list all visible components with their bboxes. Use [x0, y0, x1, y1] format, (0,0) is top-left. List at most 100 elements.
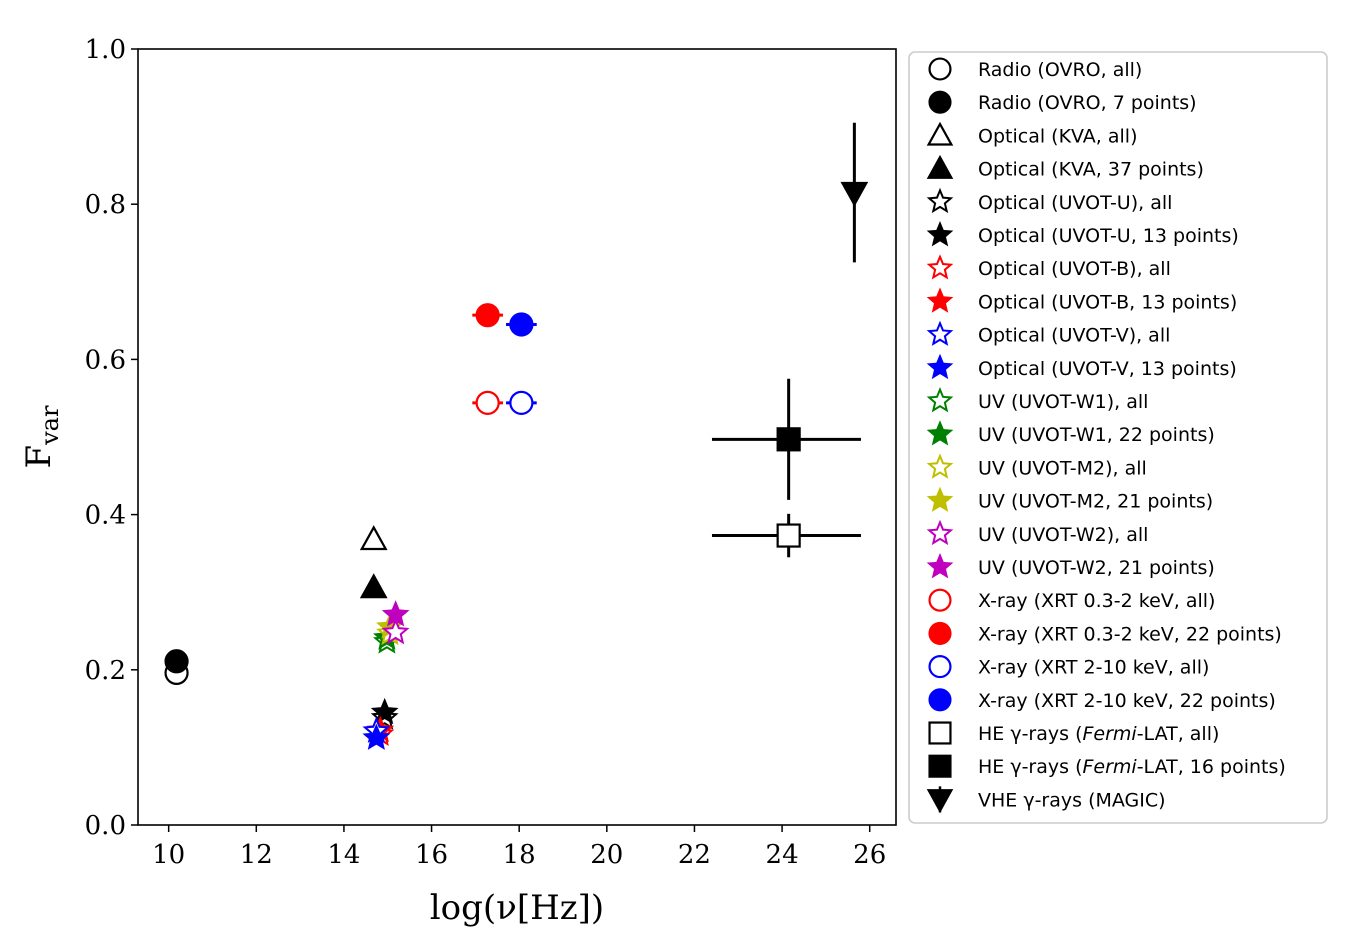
legend-label: Radio (OVRO, all) [978, 59, 1142, 81]
legend-box [908, 51, 1328, 824]
legend-label: Optical (KVA, 37 points) [978, 159, 1204, 181]
legend-label: Optical (KVA, all) [978, 125, 1138, 147]
legend-marker [926, 519, 954, 546]
legend-marker [926, 187, 954, 214]
y-tick-label: 1.0 [85, 35, 126, 65]
legend-entry: VHE γ-rays (MAGIC) [926, 786, 1166, 814]
data-point-19-0 [506, 312, 537, 337]
legend-entry: UV (UVOT-W1), all [926, 386, 1148, 413]
data-point-16-0 [472, 390, 503, 415]
data-marker [362, 723, 391, 750]
x-tick-label: 16 [415, 840, 448, 870]
data-marker [776, 427, 801, 452]
data-marker [509, 312, 534, 337]
legend-label: VHE γ-rays (MAGIC) [978, 789, 1166, 811]
legend-marker [926, 486, 954, 512]
legend-marker [928, 655, 952, 679]
legend-marker [926, 386, 954, 413]
data-point-14-0 [381, 617, 410, 645]
legend-marker [928, 621, 952, 645]
legend-entry: Optical (KVA, 37 points) [926, 154, 1204, 181]
x-tick-label: 14 [327, 840, 360, 870]
legend-marker [928, 754, 952, 778]
legend-marker [926, 154, 954, 179]
x-tick-label: 22 [678, 840, 711, 870]
legend-entry: Optical (UVOT-U), all [926, 187, 1172, 214]
x-tick-label: 26 [853, 840, 886, 870]
legend-marker [926, 453, 954, 479]
legend-label: X-ray (XRT 0.3-2 keV, 22 points) [978, 623, 1282, 645]
legend-entry: Optical (UVOT-V, 13 points) [926, 353, 1237, 380]
data-marker [370, 697, 399, 725]
legend-marker [926, 552, 954, 579]
data-marker [164, 649, 189, 674]
x-tick-label: 24 [766, 840, 799, 870]
legend: Radio (OVRO, all) Radio (OVRO, 7 points) O… [908, 51, 1328, 824]
data-marker [776, 523, 801, 548]
legend-marker [928, 588, 952, 612]
legend-entry: Optical (UVOT-V), all [926, 320, 1170, 347]
y-tick-label: 0.6 [85, 345, 126, 375]
y-tick-label: 0.4 [85, 501, 126, 531]
legend-marker [928, 721, 952, 745]
legend-label: Optical (UVOT-B, 13 points) [978, 291, 1237, 313]
legend-label: UV (UVOT-W2, 21 points) [978, 557, 1215, 579]
y-tick-label: 0.0 [85, 811, 126, 841]
data-point-21-0 [711, 378, 861, 500]
legend-label: UV (UVOT-M2), all [978, 457, 1147, 479]
legend-marker [928, 57, 952, 81]
legend-entry: Optical (UVOT-B), all [926, 254, 1171, 280]
data-point-17-0 [472, 303, 503, 328]
legend-entry: Optical (UVOT-B, 13 points) [926, 287, 1237, 313]
data-point-1-0 [164, 649, 189, 674]
legend-label: Optical (UVOT-B), all [978, 258, 1171, 280]
data-point-3-0 [359, 573, 388, 599]
legend-marker [926, 287, 954, 313]
legend-label: UV (UVOT-M2, 21 points) [978, 491, 1213, 513]
data-point-20-0 [711, 513, 861, 558]
x-tick-label: 18 [503, 840, 536, 870]
legend-label: Radio (OVRO, 7 points) [978, 92, 1197, 114]
legend-label: Optical (UVOT-V, 13 points) [978, 358, 1237, 380]
data-marker [381, 600, 410, 627]
legend-label: HE γ-rays (Fermi-LAT, all) [978, 723, 1219, 745]
legend-label: Optical (UVOT-V), all [978, 325, 1170, 347]
data-marker [840, 181, 869, 207]
legend-label: X-ray (XRT 0.3-2 keV, all) [978, 590, 1215, 612]
axes: 10 12 14 16 18 20 22 24 26 0.0 0.2 0.4 0.6 0.8 1.0 log(… [19, 35, 897, 928]
plot-frame [137, 48, 897, 826]
legend-entry: UV (UVOT-W1, 22 points) [926, 420, 1215, 446]
legend-marker [926, 353, 954, 380]
legend-label: UV (UVOT-W1), all [978, 391, 1148, 413]
data-marker [475, 303, 500, 328]
legend-entry: Optical (UVOT-U, 13 points) [926, 220, 1239, 247]
data-marker [475, 390, 500, 415]
data-point-15-0 [381, 600, 410, 627]
legend-label: HE γ-rays (Fermi-LAT, 16 points) [978, 756, 1286, 778]
x-tick-label: 20 [590, 840, 623, 870]
legend-entry: X-ray (XRT 0.3-2 keV, all) [928, 588, 1215, 612]
legend-entry: HE γ-rays (Fermi-LAT, all) [928, 721, 1219, 745]
data-marker [509, 390, 534, 415]
legend-marker [928, 90, 952, 114]
data-point-18-0 [506, 390, 537, 415]
legend-marker [926, 121, 954, 146]
legend-label: UV (UVOT-W1, 22 points) [978, 424, 1215, 446]
legend-entry: HE γ-rays (Fermi-LAT, 16 points) [928, 754, 1286, 778]
legend-label: UV (UVOT-W2), all [978, 524, 1148, 546]
data-marker [359, 525, 388, 551]
legend-marker [926, 254, 954, 280]
legend-marker [926, 220, 954, 247]
y-tick-label: 0.8 [85, 190, 126, 220]
x-axis-label: log(ν[Hz]) [430, 888, 604, 928]
legend-entry: X-ray (XRT 2-10 keV, 22 points) [928, 688, 1276, 712]
x-tick-label: 10 [152, 840, 185, 870]
legend-label: Optical (UVOT-U, 13 points) [978, 225, 1239, 247]
y-axis-label: Fvar [19, 405, 64, 468]
legend-label: Optical (UVOT-U), all [978, 192, 1172, 214]
legend-entry: UV (UVOT-W2, 21 points) [926, 552, 1215, 579]
legend-label: X-ray (XRT 2-10 keV, 22 points) [978, 690, 1276, 712]
legend-entry: UV (UVOT-M2, 21 points) [926, 486, 1213, 513]
legend-marker [928, 688, 952, 712]
